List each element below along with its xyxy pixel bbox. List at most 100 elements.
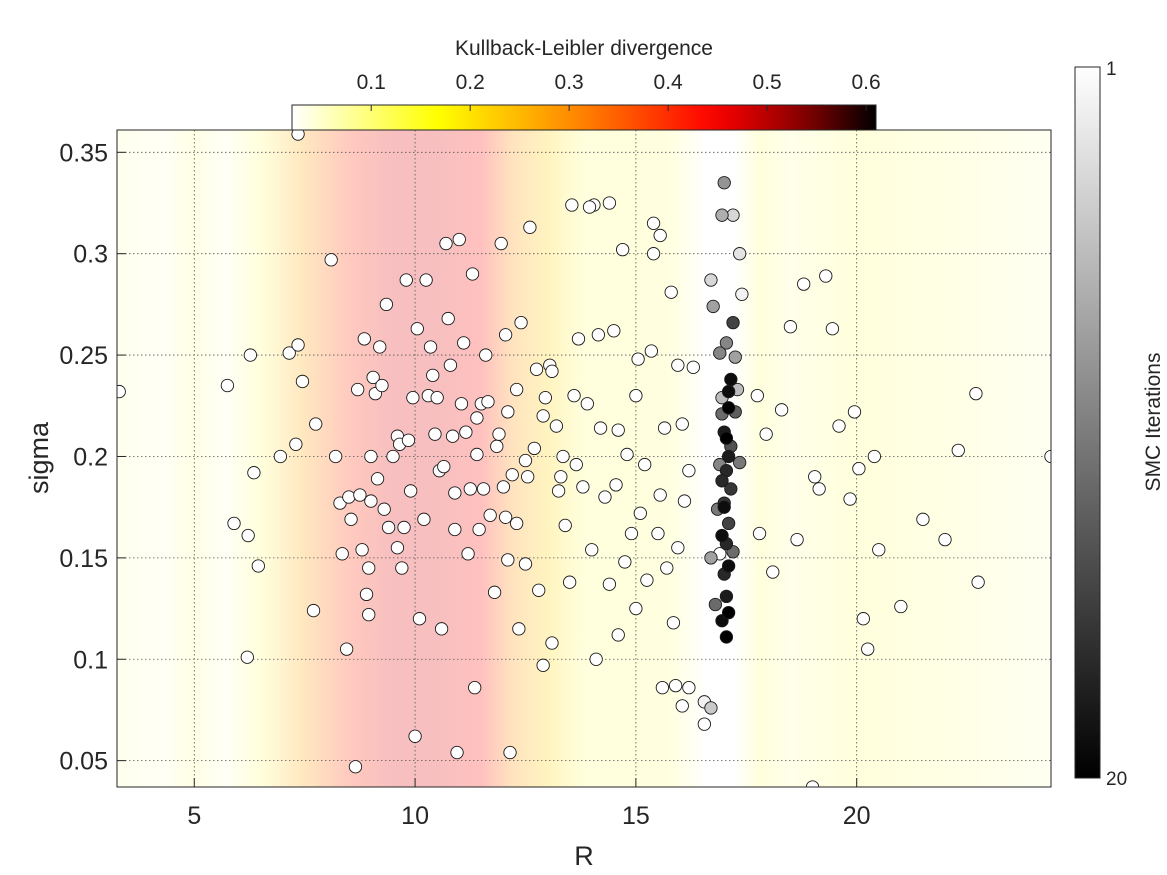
scatter-point [721, 449, 736, 464]
scatter-point [726, 315, 740, 330]
scatter-point [490, 439, 504, 453]
y-tick-label: 0.25 [59, 342, 108, 370]
scatter-point [551, 484, 566, 498]
scatter-point [381, 520, 396, 535]
scatter-point [602, 196, 617, 210]
scatter-point [514, 315, 528, 330]
scatter-point [646, 247, 661, 261]
scatter-point [454, 397, 469, 411]
scatter-point [666, 616, 681, 630]
iterations-colorbar-label: SMC Iterations [1142, 353, 1165, 492]
scatter-point [423, 340, 438, 354]
scatter-point [752, 526, 767, 541]
scatter-point [682, 680, 696, 695]
scatter-point [408, 729, 422, 743]
scatter-point [646, 216, 661, 230]
scatter-point [243, 348, 258, 362]
scatter-point [501, 405, 515, 419]
scatter-point [450, 745, 464, 760]
scatter-point [512, 622, 526, 636]
scatter-point [629, 388, 643, 403]
scatter-point [675, 699, 689, 713]
scatter-point [852, 461, 866, 476]
scatter-point [916, 512, 930, 526]
scatter-point [580, 397, 594, 411]
scatter-point [434, 622, 449, 636]
scatter-point [419, 273, 433, 287]
scatter-point [653, 488, 667, 502]
scatter-point [241, 528, 255, 543]
scatter-point [240, 650, 254, 664]
scatter-point [366, 370, 380, 385]
scatter-point [437, 459, 451, 474]
scatter-point [715, 528, 729, 543]
scatter-point [492, 427, 506, 441]
scatter-point [227, 516, 241, 531]
kl-colorbar: Kullback-Leibler divergence 0.1 0.2 0.3 0.4… [291, 37, 881, 131]
y-tick-label: 0.3 [73, 241, 108, 269]
scatter-point [426, 368, 440, 383]
scatter-point [556, 449, 570, 464]
scatter-point [373, 340, 387, 354]
scatter-point [476, 482, 491, 496]
scatter-point [443, 358, 458, 372]
scatter-point [638, 457, 652, 472]
scatter-point [445, 429, 460, 443]
scatter-point [523, 220, 537, 234]
scatter-point [483, 508, 497, 522]
x-tick-label: 15 [622, 802, 650, 830]
scatter-point [812, 482, 826, 496]
scatter-point [611, 423, 625, 437]
scatter-point [598, 490, 612, 504]
kl-colorbar-tick-label: 0.5 [753, 71, 782, 94]
scatter-point [726, 208, 740, 222]
scatter-point [733, 247, 747, 261]
scatter-point [640, 573, 654, 587]
scatter-point [704, 273, 718, 287]
grid [117, 130, 1051, 787]
scatter-point [487, 585, 502, 599]
scatter-point [273, 449, 288, 464]
scatter-point [602, 577, 617, 591]
scatter-point [430, 391, 444, 405]
kl-colorbar-tick-label: 0.6 [852, 71, 881, 94]
scatter-point [717, 176, 731, 190]
scatter-point [289, 437, 303, 451]
scatter-point [593, 421, 608, 435]
scatter-point [406, 391, 420, 405]
scatter-point [655, 680, 670, 695]
scatter-point [719, 336, 734, 350]
scatter-point [671, 541, 685, 555]
scatter-point [441, 311, 455, 326]
x-tick-label: 10 [401, 802, 429, 830]
scatter-point [549, 419, 564, 433]
x-axis-label: R [574, 841, 594, 871]
x-axis-ticks: 5 10 15 20 [187, 778, 871, 830]
scatter-point [295, 374, 310, 389]
scatter-point [706, 299, 720, 314]
scatter-point [351, 382, 365, 397]
scatter-point [847, 405, 862, 419]
scatter-point [362, 561, 376, 575]
scatter-point [576, 480, 590, 494]
scatter-point [494, 236, 508, 251]
scatter-point [386, 449, 400, 464]
scatter-point [629, 601, 643, 616]
scatter-point [631, 352, 645, 366]
kl-colorbar-ticks: 0.1 0.2 0.3 0.4 0.5 0.6 [357, 71, 881, 111]
scatter-point [479, 348, 493, 362]
scatter-point [510, 382, 524, 397]
scatter-point [721, 605, 736, 620]
scatter-point [565, 198, 579, 212]
kl-colorbar-label: Kullback-Leibler divergence [455, 37, 713, 60]
scatter-point [468, 680, 482, 695]
scatter-point [697, 717, 711, 731]
scatter-point [357, 332, 371, 346]
scatter-point [790, 532, 804, 547]
scatter-point [335, 547, 349, 561]
scatter-point [498, 328, 513, 342]
scatter-point [353, 488, 367, 502]
scatter-point [510, 516, 524, 531]
y-tick-label: 0.15 [59, 545, 108, 573]
